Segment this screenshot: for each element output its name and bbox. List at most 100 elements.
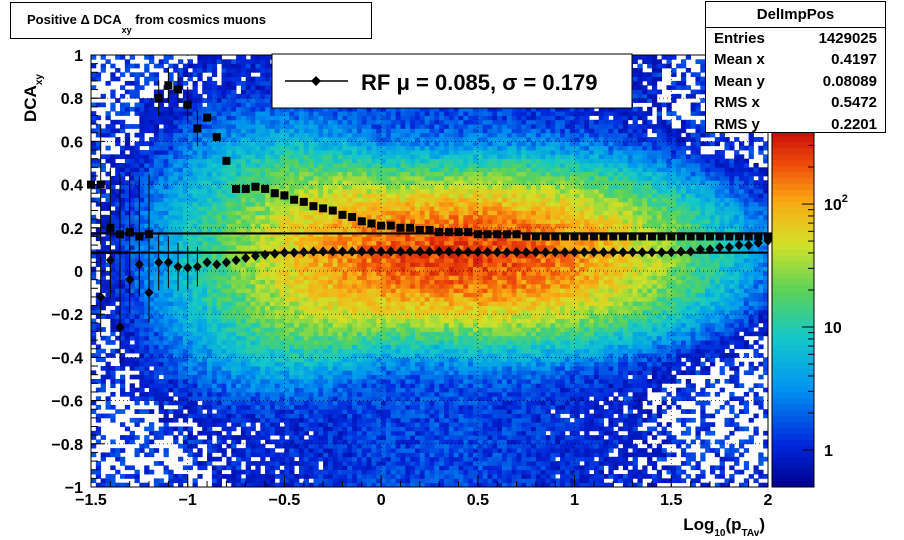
heatmap-cell	[197, 301, 203, 306]
heatmap-cell	[289, 184, 295, 190]
heatmap-cell	[240, 409, 247, 414]
heatmap-cell	[197, 430, 203, 436]
heatmap-cell	[332, 309, 339, 315]
heatmap-cell	[216, 353, 222, 358]
heatmap-cell	[105, 236, 111, 242]
heatmap-cell	[240, 283, 247, 289]
heatmap-cell	[289, 318, 295, 324]
heatmap-cell	[207, 448, 213, 453]
heatmap-cell	[221, 188, 227, 194]
heatmap-cell	[192, 396, 198, 401]
heatmap-cell	[260, 137, 266, 142]
heatmap-cell	[110, 417, 116, 423]
heatmap-cell	[153, 145, 160, 151]
heatmap-cell	[158, 115, 164, 121]
heatmap-cell	[356, 435, 363, 440]
heatmap-cell	[236, 76, 242, 82]
heatmap-cell	[192, 240, 198, 246]
heatmap-cell	[298, 288, 305, 293]
heatmap-cell	[260, 171, 266, 177]
heatmap-cell	[110, 482, 116, 488]
heatmap-cell	[352, 353, 358, 358]
heatmap-cell	[124, 426, 131, 432]
heatmap-cell	[274, 158, 280, 164]
heatmap-cell	[289, 348, 295, 354]
heatmap-cell	[323, 201, 329, 207]
heatmap-cell	[236, 275, 242, 281]
heatmap-cell	[173, 357, 179, 363]
heatmap-cell	[279, 322, 285, 328]
heatmap-cell	[342, 366, 348, 371]
heatmap-cell	[332, 465, 339, 471]
heatmap-cell	[332, 361, 339, 367]
heatmap-cell	[134, 175, 140, 181]
heatmap-cell	[221, 253, 227, 259]
heatmap-cell	[236, 461, 242, 466]
heatmap-cell	[342, 167, 348, 173]
heatmap-cell	[124, 180, 131, 185]
heatmap-cell	[265, 439, 271, 445]
heatmap-cell	[352, 154, 358, 160]
heatmap-cell	[153, 314, 160, 319]
heatmap-cell	[105, 452, 111, 458]
heatmap-cell	[187, 344, 193, 350]
heatmap-cell	[173, 271, 179, 276]
heatmap-cell	[250, 305, 256, 311]
heatmap-cell	[313, 171, 319, 177]
heatmap-cell	[153, 266, 160, 272]
heatmap-cell	[298, 469, 305, 475]
heatmap-cell	[163, 370, 169, 376]
heatmap-cell	[260, 98, 266, 103]
heatmap-cell	[274, 111, 280, 116]
heatmap-cell	[211, 391, 218, 397]
heatmap-cell	[134, 279, 140, 285]
heatmap-cell	[158, 482, 164, 488]
heatmap-cell	[178, 322, 184, 328]
heatmap-cell	[197, 271, 203, 276]
heatmap-cell	[352, 383, 358, 389]
heatmap-cell	[308, 452, 314, 458]
heatmap-cell	[313, 188, 319, 194]
heatmap-cell	[95, 188, 102, 194]
heatmap-cell	[313, 383, 319, 389]
heatmap-cell	[347, 262, 353, 268]
heatmap-cell	[269, 266, 276, 272]
heatmap-cell	[245, 404, 251, 410]
heatmap-cell	[211, 63, 218, 69]
heatmap-cell	[260, 318, 266, 324]
heatmap-cell	[342, 163, 348, 168]
heatmap-cell	[352, 266, 358, 272]
heatmap-cell	[236, 344, 242, 350]
heatmap-cell	[294, 430, 300, 436]
heatmap-cell	[144, 409, 150, 414]
heatmap-cell	[298, 396, 305, 401]
heatmap-cell	[245, 301, 251, 306]
heatmap-cell	[192, 400, 198, 406]
heatmap-cell	[289, 128, 295, 134]
heatmap-cell	[308, 426, 314, 432]
heatmap-cell	[250, 141, 256, 147]
heatmap-cell	[197, 327, 203, 332]
heatmap-cell	[347, 158, 353, 164]
heatmap-cell	[158, 223, 164, 229]
heatmap-cell	[168, 283, 174, 289]
heatmap-cell	[274, 422, 280, 427]
heatmap-cell	[110, 188, 116, 194]
heatmap-cell	[284, 344, 290, 350]
heatmap-cell	[120, 422, 126, 427]
heatmap-cell	[240, 59, 247, 65]
heatmap-cell	[178, 106, 184, 112]
heatmap-cell	[265, 128, 271, 134]
heatmap-cell	[211, 361, 218, 367]
heatmap-cell	[134, 184, 140, 190]
heatmap-cell	[221, 348, 227, 354]
heatmap-cell	[129, 266, 135, 272]
heatmap-cell	[313, 223, 319, 229]
heatmap-cell	[240, 400, 247, 406]
heatmap-cell	[313, 456, 319, 462]
heatmap-cell	[192, 383, 198, 389]
heatmap-cell	[129, 80, 135, 86]
heatmap-cell	[178, 443, 184, 449]
heatmap-cell	[255, 171, 261, 177]
heatmap-cell	[298, 145, 305, 151]
